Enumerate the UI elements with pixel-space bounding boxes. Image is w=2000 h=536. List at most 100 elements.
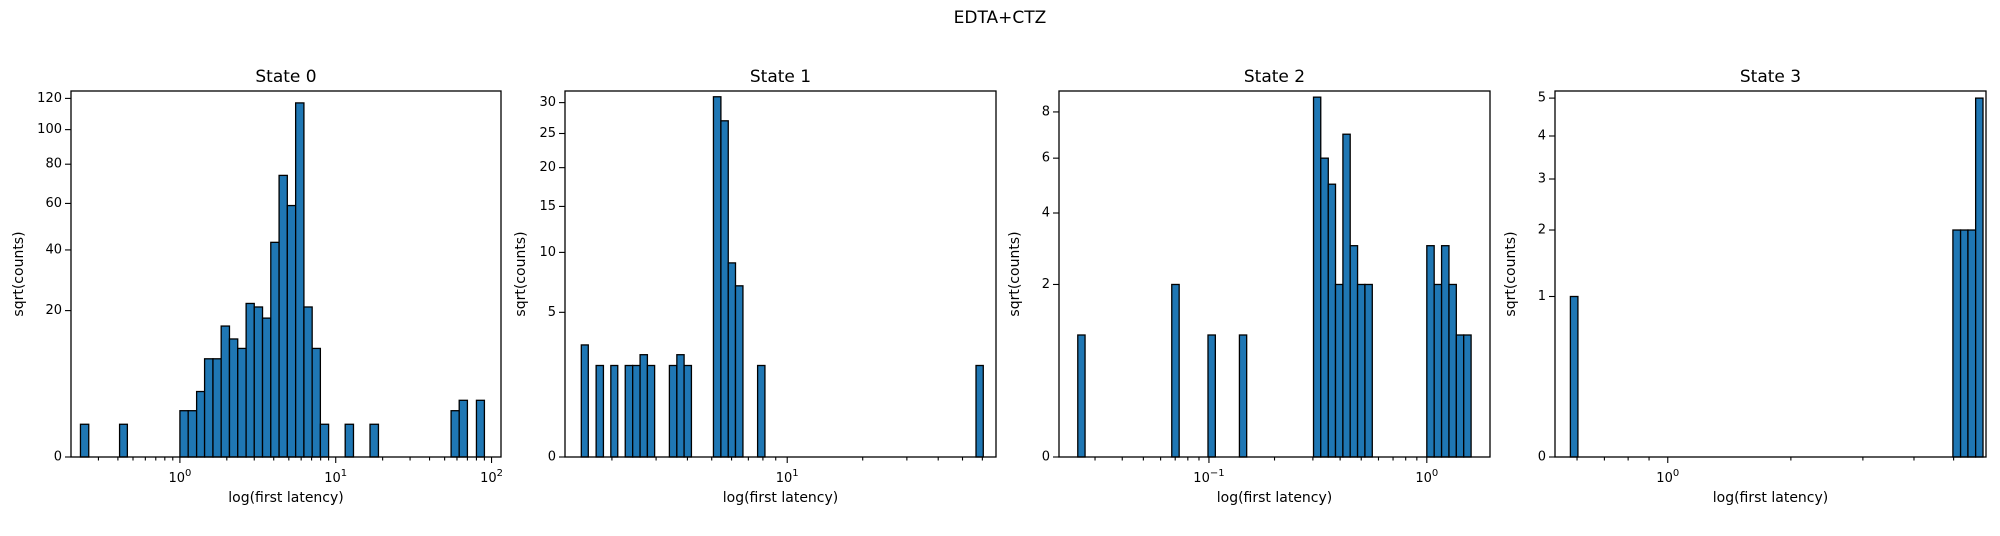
x-tick-label: 101: [776, 468, 799, 486]
y-tick-label: 0: [1042, 450, 1050, 465]
histogram-bar: [220, 325, 231, 458]
y-tick-label: 120: [37, 91, 62, 106]
y-tick-label: 40: [45, 242, 62, 257]
histogram-bar: [311, 347, 322, 458]
histogram-bar: [720, 120, 729, 458]
histogram-bar: [1426, 245, 1435, 458]
histogram-bar: [639, 354, 649, 458]
y-tick-label: 100: [37, 122, 62, 137]
histogram-bar: [228, 338, 239, 458]
histogram-bar: [344, 423, 355, 458]
y-axis-label: sqrt(counts): [11, 231, 27, 316]
axes-frame: [1058, 90, 1491, 458]
y-tick-label: 8: [1042, 104, 1050, 119]
histogram-bar: [369, 423, 380, 458]
histogram-bar: [1364, 283, 1373, 458]
y-tick-label: 5: [548, 305, 556, 320]
y-tick-label: 20: [539, 160, 556, 175]
x-tick-label: 10−1: [1193, 468, 1224, 486]
histogram-bar: [458, 399, 469, 458]
histogram-bar: [475, 399, 486, 458]
histogram-bar: [1952, 229, 1962, 458]
histogram-bar: [1974, 97, 1984, 458]
histogram-panel-state-1: 0 5 10 15 20 25 30 101 State 1 log(first latency)…: [513, 67, 997, 506]
y-axis-label: sqrt(counts): [513, 231, 529, 316]
y-axis-label: sqrt(counts): [1503, 231, 1519, 316]
y-tick-label: 2: [1538, 223, 1546, 238]
histogram-bar: [595, 364, 605, 458]
histogram-bar: [676, 354, 685, 458]
y-tick-label: 10: [539, 245, 556, 260]
histogram-bar: [253, 306, 264, 458]
y-tick-label: 25: [539, 126, 556, 141]
histogram-bar: [1320, 157, 1329, 458]
y-tick-label: 0: [54, 450, 62, 465]
histogram-bar: [1448, 283, 1457, 458]
panel-title: State 2: [1244, 67, 1305, 87]
histogram-bar: [245, 302, 255, 458]
histogram-bar: [1455, 334, 1465, 458]
x-tick-label: 101: [324, 468, 347, 486]
axes-frame: [564, 90, 997, 458]
x-axis-label: log(first latency): [228, 490, 344, 506]
histogram-bar: [1327, 183, 1337, 458]
histogram-bar: [683, 364, 693, 458]
histogram-panel-state-3: 0 1 2 3 4 5 100 State 3 log(first latency) sqrt(c…: [1503, 67, 1987, 506]
y-tick-label: 0: [1538, 450, 1546, 465]
histogram-bar: [756, 364, 766, 458]
histogram-bar: [610, 364, 619, 458]
y-tick-label: 80: [45, 157, 62, 172]
panel-title: State 1: [750, 67, 811, 87]
histogram-bar: [118, 423, 129, 458]
histogram-bar: [1342, 133, 1351, 458]
histogram-bar: [1171, 283, 1180, 458]
histogram-bar: [624, 364, 634, 458]
histogram-bar: [632, 364, 641, 458]
x-tick-label: 100: [168, 468, 191, 486]
histogram-bar: [1334, 283, 1344, 458]
histogram-bar: [1312, 96, 1322, 458]
x-axis-label: log(first latency): [1217, 490, 1333, 506]
histogram-bar: [270, 241, 280, 458]
histogram-bar: [734, 285, 744, 458]
histogram-bar: [450, 410, 460, 458]
histogram-bar: [237, 347, 247, 458]
y-tick-label: 2: [1042, 277, 1050, 292]
histogram-bar: [294, 102, 305, 458]
histogram-bar: [580, 344, 589, 458]
histogram-bar: [303, 306, 313, 458]
histogram-bar: [179, 410, 189, 458]
histogram-bar: [319, 423, 330, 458]
histogram-panel-state-2: 0 2 4 6 8 10−1 100 State 2 log(first latency) sqr…: [1007, 67, 1491, 506]
y-tick-label: 5: [1538, 91, 1546, 106]
histogram-bar: [1967, 229, 1977, 458]
y-tick-label: 30: [539, 95, 556, 110]
histogram-bar: [1349, 245, 1359, 458]
histogram-bar: [712, 96, 722, 458]
y-tick-label: 20: [45, 303, 62, 318]
axes-frame: [70, 90, 502, 458]
histogram-bar: [668, 364, 678, 458]
histogram-bar: [1238, 334, 1248, 458]
histogram-panel-state-0: 0 20 40 60 80 100 120 100 101 102 State 0 log(first…: [11, 67, 503, 506]
y-tick-label: 15: [539, 199, 556, 214]
y-tick-label: 4: [1538, 128, 1546, 143]
histogram-bar: [975, 364, 984, 458]
figure-suptitle: EDTA+CTZ: [954, 8, 1047, 28]
histogram-bar: [1433, 283, 1443, 458]
histogram-bar: [646, 364, 656, 458]
histogram-bar: [1569, 295, 1579, 458]
histogram-bar: [1207, 334, 1216, 458]
x-tick-label: 100: [1656, 468, 1679, 486]
panel-title: State 0: [255, 67, 316, 87]
histogram-bar: [1077, 334, 1086, 458]
x-axis-label: log(first latency): [723, 490, 839, 506]
histogram-bar: [212, 358, 222, 458]
histogram-bar: [286, 204, 297, 458]
histogram-bar: [1959, 229, 1969, 458]
axes-frame: [1554, 90, 1987, 458]
y-tick-label: 0: [548, 450, 556, 465]
x-tick-label: 102: [480, 468, 503, 486]
